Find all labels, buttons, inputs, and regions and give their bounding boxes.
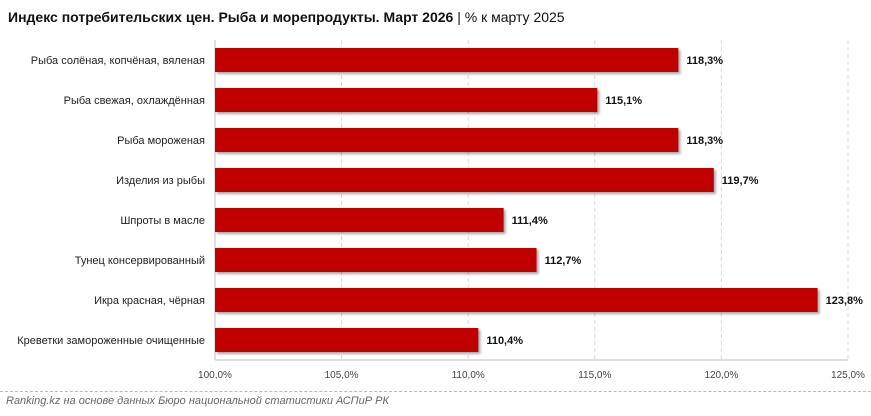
category-label: Рыба мороженая	[117, 135, 205, 147]
chart-title: Индекс потребительских цен. Рыба и мореп…	[8, 9, 565, 25]
source-note: Ranking.kz на основе данных Бюро национа…	[6, 395, 389, 407]
category-label: Шпроты в масле	[120, 215, 205, 227]
x-tick-label: 110,0%	[452, 370, 485, 381]
title-main: Индекс потребительских цен. Рыба и мореп…	[8, 9, 454, 25]
x-tick-label: 105,0%	[325, 370, 359, 381]
data-label: 112,7%	[545, 255, 582, 267]
bar	[215, 88, 598, 112]
data-label: 110,4%	[486, 335, 523, 347]
data-label: 115,1%	[605, 95, 642, 107]
category-label: Рыба свежая, охлаждённая	[64, 95, 205, 107]
bar	[215, 288, 818, 312]
bar	[215, 208, 504, 232]
separator	[0, 391, 871, 392]
title-subtitle: % к марту 2025	[464, 9, 565, 25]
category-label: Креветки замороженные очищенные	[17, 335, 205, 347]
bar	[215, 48, 679, 72]
bar-chart: 100,0% 105,0% 110,0% 115,0% 120,0% 125,0% Рыба…	[17, 40, 865, 381]
x-tick-label: 100,0%	[198, 370, 232, 381]
bar	[215, 328, 479, 352]
data-label: 119,7%	[722, 175, 759, 187]
data-label: 118,3%	[686, 55, 723, 67]
bar	[215, 128, 679, 152]
category-label: Икра красная, чёрная	[94, 295, 205, 307]
data-label: 123,8%	[826, 295, 864, 307]
data-label: 118,3%	[686, 135, 723, 147]
bar	[215, 168, 714, 192]
data-label: 111,4%	[512, 215, 548, 227]
category-label: Изделия из рыбы	[116, 175, 205, 187]
category-label: Рыба солёная, копчёная, вяленая	[31, 55, 205, 67]
x-tick-label: 115,0%	[578, 370, 611, 381]
x-tick-label: 120,0%	[704, 370, 738, 381]
bar	[215, 248, 537, 272]
category-label: Тунец консервированный	[75, 255, 205, 267]
x-tick-label: 125,0%	[831, 370, 865, 381]
